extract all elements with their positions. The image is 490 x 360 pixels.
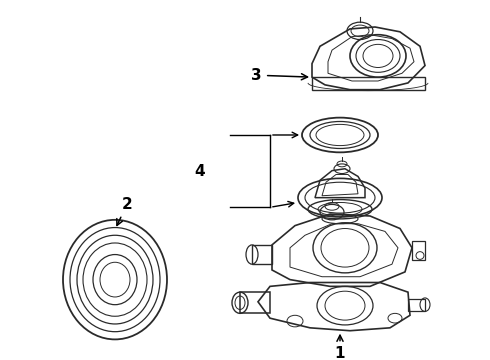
- Text: 4: 4: [195, 164, 205, 179]
- Text: 2: 2: [117, 197, 132, 225]
- Text: 3: 3: [251, 68, 308, 83]
- Text: 1: 1: [335, 335, 345, 360]
